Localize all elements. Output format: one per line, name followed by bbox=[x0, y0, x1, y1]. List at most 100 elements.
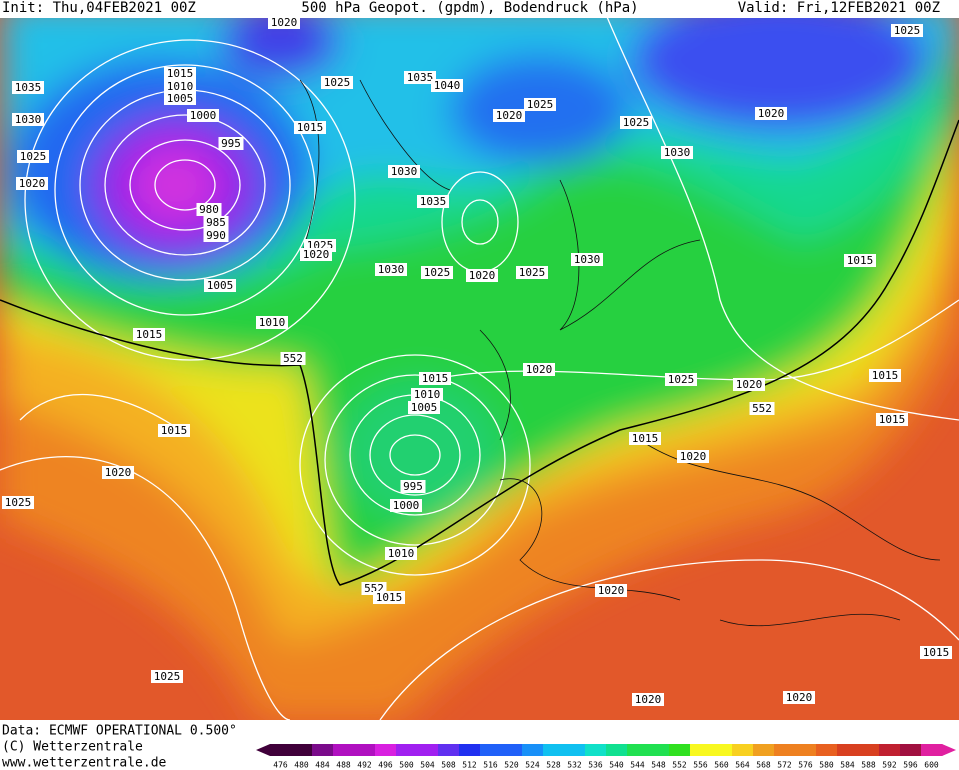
website: www.wetterzentrale.de bbox=[2, 756, 167, 770]
isobar-label: 1020 bbox=[736, 378, 763, 391]
geopotential-552-line bbox=[0, 119, 959, 586]
label-box bbox=[665, 373, 697, 386]
copyright: (C) Wetterzentrale bbox=[2, 740, 143, 755]
colorbar-label: 536 bbox=[588, 761, 603, 770]
colorbar-label: 564 bbox=[735, 761, 750, 770]
label-box bbox=[388, 165, 420, 178]
colorbar-cell bbox=[270, 744, 292, 756]
isobar-label: 1020 bbox=[598, 584, 625, 597]
isobar-label: 1015 bbox=[422, 372, 449, 385]
label-box bbox=[595, 584, 627, 597]
label-box bbox=[571, 253, 603, 266]
label-box bbox=[408, 401, 440, 414]
isobar-label: 1005 bbox=[411, 401, 438, 414]
colorbar-label: 552 bbox=[672, 761, 687, 770]
label-box bbox=[390, 499, 422, 512]
colorbar-label: 568 bbox=[756, 761, 771, 770]
label-box bbox=[187, 109, 219, 122]
colorbar-cell bbox=[648, 744, 670, 756]
label-box bbox=[158, 424, 190, 437]
colorbar-label: 532 bbox=[567, 761, 582, 770]
isobar-label: 1010 bbox=[259, 316, 286, 329]
isobar-label: 1030 bbox=[15, 113, 42, 126]
label-box bbox=[133, 328, 165, 341]
isobar-label: 1020 bbox=[786, 691, 813, 704]
colorbar-label: 484 bbox=[315, 761, 330, 770]
colorbar-label: 580 bbox=[819, 761, 834, 770]
isobar-label: 1000 bbox=[393, 499, 420, 512]
isobar-label: 1025 bbox=[5, 496, 32, 509]
isobar-label: 1020 bbox=[271, 16, 298, 29]
label-box bbox=[417, 195, 449, 208]
isobar-label: 1035 bbox=[420, 195, 447, 208]
label-box bbox=[466, 269, 498, 282]
isobar-label: 1020 bbox=[303, 248, 330, 261]
isobar-label: 1020 bbox=[680, 450, 707, 463]
label-box bbox=[523, 363, 555, 376]
label-box bbox=[661, 146, 693, 159]
colorbar-cell bbox=[585, 744, 607, 756]
isobar-labels: 1020 1035 1015 1010 1005 1000 1030 995 1025 1020 9… bbox=[2, 16, 952, 706]
isobar-label: 1015 bbox=[136, 328, 163, 341]
colorbar-label: 516 bbox=[483, 761, 498, 770]
title: 500 hPa Geopot. (gpdm), Bodendruck (hPa) bbox=[301, 0, 638, 16]
colorbar-cell bbox=[837, 744, 859, 756]
colorbar-cell bbox=[753, 744, 775, 756]
colorbar-cell bbox=[921, 744, 943, 756]
colorbar-label: 512 bbox=[462, 761, 477, 770]
colorbar-label: 600 bbox=[924, 761, 939, 770]
label-box bbox=[844, 254, 876, 267]
isobar-label: 1005 bbox=[167, 92, 194, 105]
colorbar-cell bbox=[564, 744, 586, 756]
colorbar-cell bbox=[606, 744, 628, 756]
isobar-label: 1010 bbox=[388, 547, 415, 560]
colorbar-label: 476 bbox=[273, 761, 288, 770]
colorbar-label: 548 bbox=[651, 761, 666, 770]
isobar-label: 1030 bbox=[391, 165, 418, 178]
label-box bbox=[755, 107, 787, 120]
label-box bbox=[385, 547, 417, 560]
label-box bbox=[493, 109, 525, 122]
colorbar-label: 500 bbox=[399, 761, 414, 770]
label-box bbox=[12, 113, 44, 126]
colorbar-label: 508 bbox=[441, 761, 456, 770]
isobar-label: 1015 bbox=[161, 424, 188, 437]
label-box bbox=[400, 480, 426, 493]
colorbar-label: 488 bbox=[336, 761, 351, 770]
colorbar-cell bbox=[459, 744, 481, 756]
colorbar: 476 480 484 488 492 496 500 504 508 512 516 520 524 5… bbox=[256, 744, 956, 770]
label-box bbox=[204, 279, 236, 292]
label-box bbox=[620, 116, 652, 129]
label-box bbox=[869, 369, 901, 382]
isobar-label: 552 bbox=[283, 352, 303, 365]
isobar-label: 1005 bbox=[207, 279, 234, 292]
colorbar-cell bbox=[732, 744, 754, 756]
colorbar-label: 496 bbox=[378, 761, 393, 770]
data-source: Data: ECMWF OPERATIONAL 0.500° bbox=[2, 724, 237, 739]
isobar-label: 1025 bbox=[324, 76, 351, 89]
colorbar-label: 480 bbox=[294, 761, 309, 770]
colorbar-cell bbox=[480, 744, 502, 756]
label-box bbox=[294, 121, 326, 134]
label-box bbox=[516, 266, 548, 279]
colorbar-label: 596 bbox=[903, 761, 918, 770]
colorbar-label: 492 bbox=[357, 761, 372, 770]
label-box bbox=[421, 266, 453, 279]
label-box bbox=[783, 691, 815, 704]
isobar-label: 995 bbox=[403, 480, 423, 493]
colorbar-cell bbox=[900, 744, 922, 756]
label-box bbox=[256, 316, 288, 329]
colorbar-cell bbox=[627, 744, 649, 756]
isobar-label: 1030 bbox=[378, 263, 405, 276]
colorbar-label: 524 bbox=[525, 761, 540, 770]
isobar-label: 1015 bbox=[376, 591, 403, 604]
isobar-label: 1020 bbox=[496, 109, 523, 122]
label-box bbox=[375, 263, 407, 276]
isobar-label: 1025 bbox=[424, 266, 451, 279]
colorbar-left-arrow bbox=[256, 744, 270, 756]
label-box bbox=[733, 378, 765, 391]
label-box bbox=[891, 24, 923, 37]
isobar-label: 985 bbox=[206, 216, 226, 229]
map bbox=[0, 0, 959, 720]
colorbar-label: 572 bbox=[777, 761, 792, 770]
